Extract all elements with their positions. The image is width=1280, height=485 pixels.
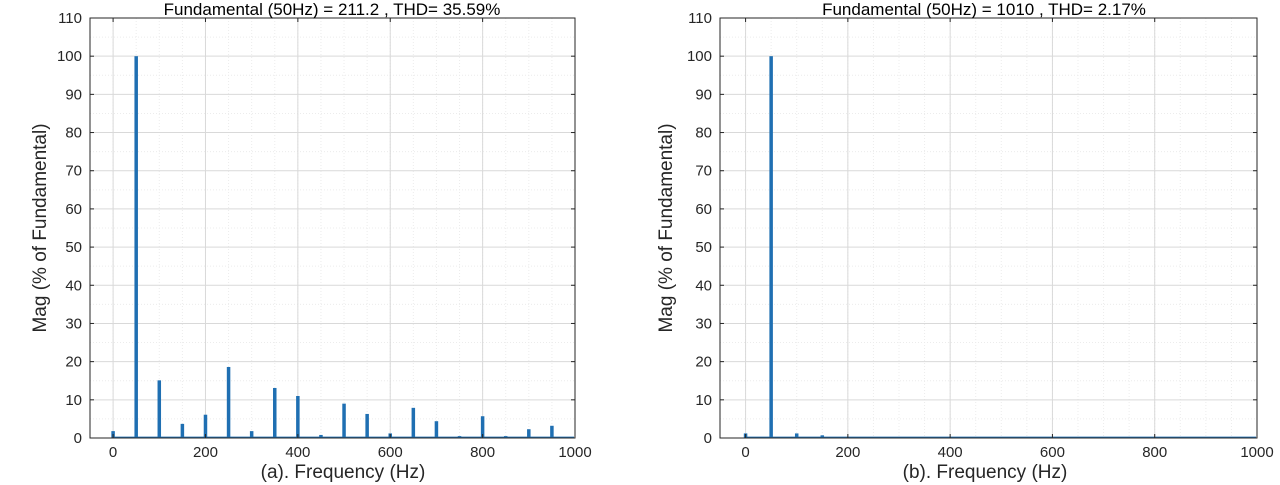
y-tick-label: 110 <box>688 10 712 27</box>
x-tick-label: 1000 <box>1240 444 1273 461</box>
y-tick-label: 30 <box>65 315 82 332</box>
bar <box>134 56 138 438</box>
y-tick-label: 20 <box>695 354 712 371</box>
bar <box>457 436 462 438</box>
bar <box>273 387 277 438</box>
bar <box>365 413 369 438</box>
y-tick-label: 50 <box>65 239 82 256</box>
x-tick-label: 800 <box>1142 444 1167 461</box>
x-tick-label: 800 <box>470 444 495 461</box>
x-tick-label: 600 <box>1040 444 1065 461</box>
y-tick-label: 40 <box>695 277 712 294</box>
bar <box>249 431 254 438</box>
y-tick-label: 10 <box>65 392 82 409</box>
bar <box>411 407 416 438</box>
y-tick-label: 70 <box>65 163 82 180</box>
axes-box <box>719 17 1258 439</box>
x-tick-label: 0 <box>109 444 117 461</box>
bar <box>434 421 439 438</box>
y-tick-label: 70 <box>695 163 712 180</box>
axes-box <box>89 17 576 439</box>
bar <box>180 423 185 438</box>
bar <box>480 416 485 438</box>
x-tick-label: 1000 <box>558 444 591 461</box>
bar <box>820 435 825 438</box>
x-axis-label: (a). Frequency (Hz) <box>261 462 426 483</box>
y-tick-label: 60 <box>695 201 712 218</box>
y-tick-label: 100 <box>57 48 82 65</box>
bar <box>503 436 508 438</box>
x-tick-label: 400 <box>285 444 310 461</box>
y-tick-label: 90 <box>695 86 712 103</box>
y-tick-label: 0 <box>704 430 712 447</box>
x-tick-label: 600 <box>378 444 403 461</box>
y-tick-label: 100 <box>687 48 712 65</box>
tick-labels: 0 200 400 600 800 1000 0 10 20 30 40 50 60 70 80 90 100 1… <box>687 10 1274 461</box>
y-tick-label: 20 <box>65 354 82 371</box>
bar <box>226 366 231 438</box>
bar <box>769 56 773 438</box>
y-tick-label: 50 <box>695 239 712 256</box>
y-axis-label: Mag (% of Fundamental) <box>30 123 51 332</box>
bar <box>794 433 799 438</box>
y-tick-label: 80 <box>695 125 712 142</box>
ticks <box>720 17 1258 439</box>
bar <box>550 425 554 438</box>
x-tick-label: 0 <box>741 444 749 461</box>
y-tick-label: 110 <box>58 10 82 27</box>
y-tick-label: 10 <box>695 392 712 409</box>
bar <box>296 396 300 438</box>
ticks <box>90 17 576 439</box>
bar <box>203 414 208 438</box>
y-tick-label: 60 <box>65 201 82 218</box>
y-tick-label: 80 <box>65 125 82 142</box>
y-tick-label: 0 <box>74 430 82 447</box>
plot-area-background <box>90 18 575 438</box>
y-axis-label: Mag (% of Fundamental) <box>656 123 677 332</box>
bar <box>157 380 162 438</box>
plot-title: Fundamental (50Hz) = 1010 , THD= 2.17% <box>822 0 1146 19</box>
x-tick-label: 200 <box>835 444 860 461</box>
x-tick-label: 200 <box>193 444 218 461</box>
bar <box>342 403 346 438</box>
x-axis-label: (b). Frequency (Hz) <box>903 462 1068 483</box>
tick-labels: 0 200 400 600 800 1000 0 10 20 30 40 50 60 70 80 90 100 1… <box>57 10 592 461</box>
plot-title: Fundamental (50Hz) = 211.2 , THD= 35.59% <box>164 0 501 19</box>
y-tick-label: 30 <box>695 315 712 332</box>
y-tick-label: 40 <box>65 277 82 294</box>
bar <box>527 429 531 438</box>
x-tick-label: 400 <box>938 444 963 461</box>
subplot-a: 0 200 400 600 800 1000 0 10 20 30 40 50 60 70 80 90 100 1… <box>30 0 592 483</box>
y-tick-label: 90 <box>65 86 82 103</box>
subplot-b: 0 200 400 600 800 1000 0 10 20 30 40 50 60 70 80 90 100 1… <box>656 0 1274 483</box>
bar <box>319 434 323 438</box>
